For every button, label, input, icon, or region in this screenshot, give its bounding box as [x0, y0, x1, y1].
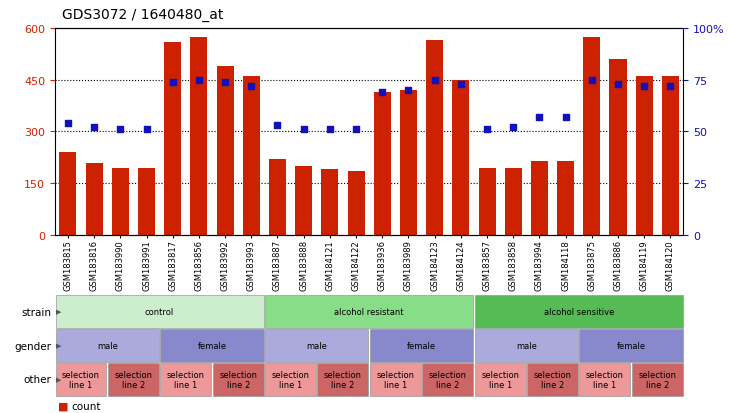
Text: gender: gender: [14, 341, 51, 351]
Bar: [662, 77, 679, 235]
Bar: [452, 81, 469, 235]
Text: ▶: ▶: [56, 377, 61, 382]
Point: [638, 83, 650, 90]
Point: [481, 127, 493, 133]
Bar: [636, 77, 653, 235]
Bar: [479, 169, 496, 235]
Point: [534, 114, 545, 121]
Bar: [583, 38, 600, 235]
Bar: [138, 169, 155, 235]
Text: ▶: ▶: [56, 343, 61, 349]
Text: selection
line 2: selection line 2: [638, 370, 676, 389]
Text: control: control: [145, 307, 174, 316]
Bar: [269, 160, 286, 235]
Text: selection
line 2: selection line 2: [219, 370, 257, 389]
Text: selection
line 1: selection line 1: [376, 370, 414, 389]
Point: [376, 90, 388, 96]
Text: alcohol sensitive: alcohol sensitive: [544, 307, 614, 316]
Bar: [610, 60, 626, 235]
Text: count: count: [71, 401, 100, 411]
Point: [350, 127, 362, 133]
Bar: [190, 38, 208, 235]
Bar: [164, 43, 181, 235]
Point: [246, 83, 257, 90]
Text: ■: ■: [58, 401, 69, 411]
Text: strain: strain: [21, 307, 51, 317]
Text: male: male: [516, 341, 537, 350]
Point: [586, 77, 598, 84]
Bar: [59, 153, 77, 235]
Text: selection
line 2: selection line 2: [534, 370, 572, 389]
Point: [455, 81, 466, 88]
Text: selection
line 2: selection line 2: [429, 370, 466, 389]
Point: [140, 127, 152, 133]
Bar: [243, 77, 260, 235]
Text: female: female: [197, 341, 227, 350]
Point: [115, 127, 126, 133]
Text: selection
line 2: selection line 2: [324, 370, 362, 389]
Point: [507, 125, 519, 131]
Bar: [216, 67, 234, 235]
Text: female: female: [616, 341, 645, 350]
Text: selection
line 1: selection line 1: [167, 370, 205, 389]
Text: female: female: [407, 341, 436, 350]
Text: other: other: [23, 375, 51, 385]
Text: selection
line 1: selection line 1: [586, 370, 624, 389]
Point: [219, 79, 231, 86]
Point: [167, 79, 178, 86]
Bar: [374, 93, 391, 235]
Bar: [531, 161, 548, 235]
Bar: [400, 91, 417, 235]
Point: [429, 77, 441, 84]
Text: selection
line 1: selection line 1: [481, 370, 519, 389]
Bar: [112, 169, 129, 235]
Text: male: male: [306, 341, 327, 350]
Point: [193, 77, 205, 84]
Bar: [295, 166, 312, 235]
Bar: [322, 170, 338, 235]
Text: selection
line 2: selection line 2: [115, 370, 152, 389]
Text: male: male: [96, 341, 118, 350]
Point: [298, 127, 309, 133]
Text: selection
line 1: selection line 1: [272, 370, 309, 389]
Bar: [504, 169, 522, 235]
Point: [403, 88, 414, 94]
Point: [88, 125, 100, 131]
Point: [62, 121, 74, 127]
Text: ▶: ▶: [56, 309, 61, 315]
Bar: [86, 163, 102, 235]
Text: GDS3072 / 1640480_at: GDS3072 / 1640480_at: [62, 8, 224, 22]
Bar: [557, 161, 574, 235]
Bar: [347, 172, 365, 235]
Text: selection
line 1: selection line 1: [62, 370, 100, 389]
Point: [560, 114, 572, 121]
Point: [612, 81, 624, 88]
Point: [272, 123, 284, 129]
Point: [664, 83, 676, 90]
Text: alcohol resistant: alcohol resistant: [334, 307, 404, 316]
Bar: [426, 41, 443, 235]
Point: [324, 127, 336, 133]
